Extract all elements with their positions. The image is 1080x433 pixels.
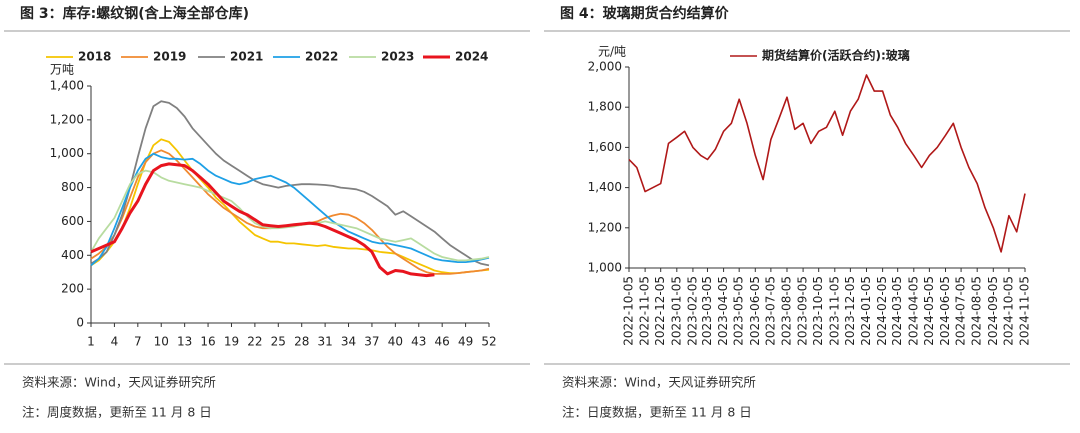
x-tick-label: 2023-12-05 — [843, 276, 857, 346]
figure-title: 图 4：玻璃期货合约结算价 — [560, 5, 730, 22]
series-line — [90, 152, 490, 267]
series-line — [90, 162, 435, 278]
x-tick-label: 2023-09-05 — [796, 276, 810, 346]
y-tick-label: 600 — [61, 214, 84, 228]
x-tick-label: 2023-01-05 — [669, 276, 683, 346]
x-tick-label: 16 — [200, 335, 215, 349]
y-tick-label: 2,000 — [588, 60, 622, 74]
x-tick-label: 28 — [294, 335, 309, 349]
y-tick-label: 400 — [61, 248, 84, 262]
y-unit: 万吨 — [50, 63, 74, 77]
x-tick-label: 22 — [247, 335, 262, 349]
y-tick-label: 0 — [76, 316, 84, 330]
x-tick-label: 52 — [481, 335, 496, 349]
x-tick-label: 43 — [411, 335, 426, 349]
figure-title: 图 3：库存:螺纹钢(含上海全部仓库) — [20, 5, 249, 22]
series-line — [90, 149, 490, 275]
legend-label: 2018 — [78, 50, 111, 64]
x-tick-label: 2023-10-05 — [811, 276, 825, 346]
x-tick-label: 2024-05-05 — [922, 276, 936, 346]
x-tick-label: 2024-10-05 — [1001, 276, 1015, 346]
x-tick-label: 7 — [134, 335, 142, 349]
x-tick-label: 2023-06-05 — [748, 276, 762, 346]
legend-label: 2024 — [455, 50, 488, 64]
note: 注：日度数据，更新至 11 月 8 日 — [562, 405, 752, 420]
legend-label: 2023 — [381, 50, 414, 64]
x-tick-label: 2024-07-05 — [954, 276, 968, 346]
note: 注：周度数据，更新至 11 月 8 日 — [22, 405, 212, 420]
x-tick-label: 2024-04-05 — [906, 276, 920, 346]
series-line — [90, 138, 490, 274]
x-tick-label: 1 — [87, 335, 95, 349]
y-tick-label: 1,400 — [588, 180, 622, 194]
y-tick-label: 200 — [61, 282, 84, 296]
y-tick-label: 1,800 — [588, 100, 622, 114]
x-tick-label: 2024-09-05 — [986, 276, 1000, 346]
x-tick-label: 2023-08-05 — [779, 276, 793, 346]
legend-label: 2019 — [153, 50, 186, 64]
x-tick-label: 2024-06-05 — [938, 276, 952, 346]
y-tick-label: 1,600 — [588, 140, 622, 154]
x-tick-label: 34 — [341, 335, 356, 349]
series-line — [90, 169, 490, 262]
x-tick-label: 4 — [111, 335, 119, 349]
x-tick-label: 2023-05-05 — [732, 276, 746, 346]
x-tick-label: 2023-11-05 — [827, 276, 841, 346]
x-tick-label: 2024-02-05 — [875, 276, 889, 346]
x-tick-label: 37 — [364, 335, 379, 349]
y-tick-label: 800 — [61, 180, 84, 194]
x-tick-label: 2024-01-05 — [859, 276, 873, 346]
x-tick-label: 2022-11-05 — [638, 276, 652, 346]
x-tick-label: 40 — [388, 335, 403, 349]
source: 资料来源：Wind，天风证券研究所 — [22, 375, 216, 390]
x-tick-label: 13 — [177, 335, 192, 349]
x-tick-label: 2024-03-05 — [890, 276, 904, 346]
series-line — [628, 74, 1026, 253]
x-tick-label: 2022-12-05 — [653, 276, 667, 346]
y-tick-label: 1,000 — [50, 146, 84, 160]
legend-label: 2021 — [230, 50, 263, 64]
legend-label: 期货结算价(活跃合约):玻璃 — [762, 48, 910, 63]
x-tick-label: 2023-03-05 — [700, 276, 714, 346]
x-tick-label: 31 — [317, 335, 332, 349]
x-tick-label: 2023-02-05 — [685, 276, 699, 346]
x-tick-label: 2024-08-05 — [970, 276, 984, 346]
x-tick-label: 2023-04-05 — [716, 276, 730, 346]
x-tick-label: 19 — [224, 335, 239, 349]
x-tick-label: 2024-11-05 — [1018, 276, 1032, 346]
y-tick-label: 1,200 — [50, 112, 84, 126]
source: 资料来源：Wind，天风证券研究所 — [562, 375, 756, 390]
x-tick-label: 46 — [435, 335, 450, 349]
legend-label: 2022 — [305, 50, 338, 64]
series-line — [90, 100, 490, 267]
x-tick-label: 25 — [271, 335, 286, 349]
x-tick-label: 2022-10-05 — [622, 276, 636, 346]
x-tick-label: 2023-07-05 — [763, 276, 777, 346]
y-tick-label: 1,000 — [588, 261, 622, 275]
x-tick-label: 49 — [458, 335, 473, 349]
y-tick-label: 1,200 — [588, 220, 622, 234]
y-tick-label: 1,400 — [50, 79, 84, 93]
x-tick-label: 10 — [154, 335, 169, 349]
y-unit: 元/吨 — [598, 45, 626, 59]
